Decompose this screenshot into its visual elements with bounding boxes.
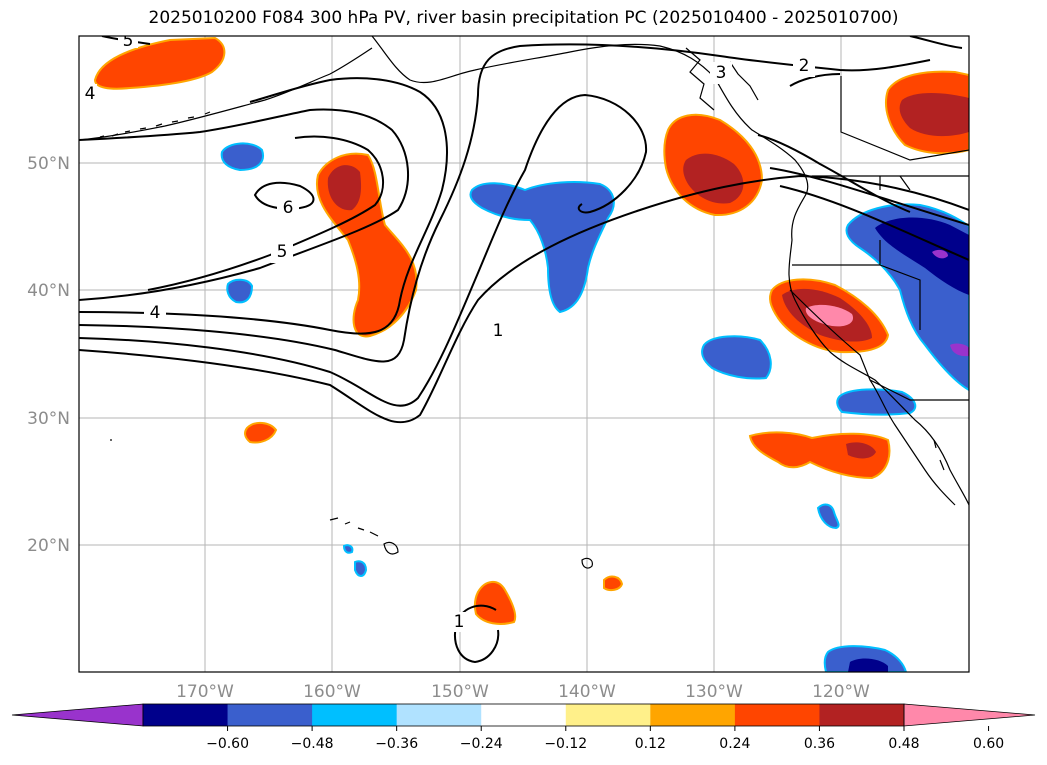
lon-tick-label: 140°W	[558, 682, 616, 702]
pv-contour-1	[79, 174, 969, 424]
colorbar-segment	[819, 704, 905, 726]
coastlines	[79, 36, 969, 569]
colorbar-segment	[396, 704, 482, 726]
pv-contour-2	[79, 43, 931, 363]
lon-tick-label: 150°W	[431, 682, 489, 702]
precip-anomaly-strong-negative	[848, 658, 888, 672]
colorbar-tick-label: −0.48	[291, 736, 334, 752]
pv-contour-1	[779, 185, 969, 261]
lon-tick-label: 120°W	[812, 682, 870, 702]
pv-contour-4	[79, 108, 409, 301]
precip-anomaly-strong	[683, 153, 744, 204]
colorbar-segment	[481, 704, 567, 726]
precip-anomaly-very-strong	[805, 304, 854, 327]
precip-anomaly-positive	[93, 36, 226, 90]
colorbar-segment	[143, 704, 229, 726]
colorbar-border	[142, 703, 905, 727]
pv-contour-label: 6	[283, 198, 294, 218]
colorbar-segment	[565, 704, 651, 726]
precip-anomaly-negative	[701, 335, 772, 380]
pv-contour-4	[757, 134, 911, 213]
lat-tick-label: 20°N	[27, 536, 70, 556]
colorbar-segment	[312, 704, 398, 726]
map-background	[79, 36, 969, 672]
pv-contour-1	[79, 93, 648, 407]
pv-contour-2	[789, 73, 841, 87]
precip-anomaly-negative	[226, 278, 254, 304]
lat-tick-label: 30°N	[27, 409, 70, 429]
pv-contour-1	[454, 604, 500, 664]
precip-anomaly-negative	[354, 560, 368, 577]
precip-anomaly-negative	[220, 142, 264, 172]
colorbar-labels: −0.60 −0.48 −0.36 −0.24 −0.12 0.12 0.24 0.36 0.4…	[206, 726, 1004, 752]
colorbar-tick-label: 0.60	[973, 736, 1004, 752]
colorbar-tick-label: 0.48	[888, 736, 919, 752]
pv-contour-label: 4	[150, 303, 161, 323]
colorbar-segment	[734, 704, 820, 726]
pv-contour-label: 1	[454, 612, 465, 632]
precip-anomaly-positive	[244, 422, 278, 444]
colorbar-tick-label: −0.36	[375, 736, 418, 752]
lon-tick-label: 170°W	[176, 682, 234, 702]
colorbar-tick-label: −0.12	[544, 736, 587, 752]
lon-tick-label: 130°W	[685, 682, 743, 702]
precip-anomaly-strong	[327, 165, 362, 211]
precip-anomaly-very-strong-negative	[950, 343, 969, 357]
pv-contour-label: 2	[799, 56, 810, 76]
colorbar-tick-label: −0.24	[460, 736, 503, 752]
colorbar-segments	[11, 703, 1036, 727]
pv-contour-label: 3	[716, 63, 727, 83]
pv-contour-2	[769, 167, 969, 226]
colorbar: −0.60 −0.48 −0.36 −0.24 −0.12 0.12 0.24 0.36 0.4…	[11, 703, 1036, 752]
pv-contour-6	[253, 181, 315, 210]
longitude-tick-labels: 170°W 160°W 150°W 140°W 130°W 120°W	[176, 682, 870, 702]
pv-contour-3	[909, 36, 963, 49]
colorbar-tick-label: 0.24	[719, 736, 750, 752]
colorbar-tick-label: 0.12	[635, 736, 666, 752]
latitude-tick-labels: 50°N 40°N 30°N 20°N	[27, 154, 70, 556]
lon-tick-label: 160°W	[303, 682, 361, 702]
colorbar-extend-high	[903, 703, 1036, 727]
colorbar-tick-label: 0.36	[804, 736, 835, 752]
lat-tick-label: 50°N	[27, 154, 70, 174]
precip-anomaly-very-strong-negative	[932, 249, 948, 259]
colorbar-tick-label: −0.60	[206, 736, 249, 752]
precip-anomaly-negative	[816, 503, 840, 530]
lat-tick-label: 40°N	[27, 281, 70, 301]
pv-contour-label: 1	[493, 321, 504, 341]
colorbar-segment	[650, 704, 736, 726]
precip-anomaly-strong-negative	[875, 217, 969, 295]
precip-anomaly-strong	[846, 442, 876, 459]
pv-contour-labels: 1 1 2 3 4 4 5 5 6	[79, 31, 815, 632]
pv-contour-label: 5	[123, 31, 134, 51]
precip-anomaly-positive	[603, 575, 624, 592]
pv-contours	[79, 36, 969, 664]
precip-anomaly-negative	[342, 544, 354, 554]
precip-anomaly-negative	[469, 181, 615, 314]
pv-contour-label: 4	[85, 84, 96, 104]
map-title: 2025010200 F084 300 hPa PV, river basin …	[148, 8, 899, 28]
colorbar-extend-low	[11, 703, 144, 727]
pv-contour-5	[147, 135, 385, 291]
precip-anomaly-strong	[899, 93, 969, 137]
colorbar-segment	[227, 704, 313, 726]
map-frame	[78, 35, 970, 673]
pv-contour-3	[79, 77, 448, 335]
pv-contour-label: 5	[277, 242, 288, 262]
precipitation-pc-fields	[93, 36, 969, 672]
precip-anomaly-negative	[836, 388, 917, 416]
